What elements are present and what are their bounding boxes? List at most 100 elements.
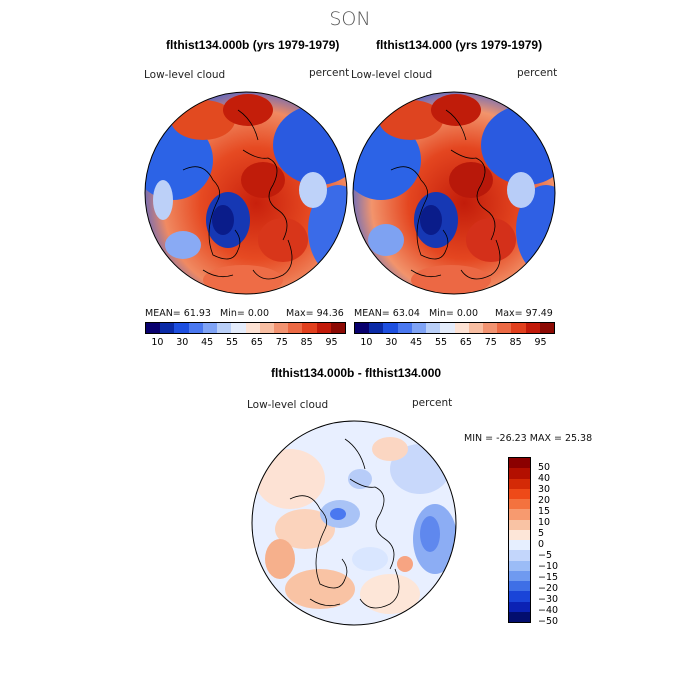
colorbar-swatch (539, 323, 555, 333)
colorbar-tick-label: 30 (538, 484, 551, 496)
colorbar-swatch (509, 570, 530, 581)
colorbar-swatch (383, 323, 398, 333)
colorbar-tick-label: 50 (538, 462, 551, 474)
colorbar-swatch (509, 540, 530, 551)
colorbar-swatch (509, 458, 530, 469)
colorbar-swatch (397, 323, 412, 333)
colorbar-tick-label: 65 (250, 337, 263, 348)
diff-panel-units-label: percent (412, 397, 453, 409)
colorbar-swatch (245, 323, 260, 333)
colorbar-swatch (273, 323, 289, 333)
panel-1-title: flthist134.000b (yrs 1979-1979) (166, 38, 340, 52)
colorbar-tick-label: −15 (538, 572, 559, 584)
colorbar-tick-label: 30 (176, 337, 189, 348)
colorbar-swatch (509, 591, 530, 602)
colorbar-swatch (411, 323, 427, 333)
colorbar-tick-label: 85 (300, 337, 313, 348)
colorbar-tick-label: 40 (538, 473, 551, 485)
colorbar-swatch (355, 323, 370, 333)
colorbar-swatch (482, 323, 498, 333)
colorbar-tick-label: 95 (325, 337, 338, 348)
colorbar-swatch (454, 323, 469, 333)
panel-1-mean: MEAN= 61.93 (145, 308, 211, 319)
colorbar-swatch (509, 468, 530, 479)
panel-1-colorbar (145, 322, 346, 334)
panel-2-variable-label: Low-level cloud (351, 69, 433, 81)
colorbar-swatch (426, 323, 441, 333)
colorbar-tick-label: 30 (385, 337, 398, 348)
panel-2-colorbar-ticks: 10 30 45 55 65 75 85 95 (354, 337, 553, 348)
colorbar-tick-label: 75 (484, 337, 497, 348)
panel-1-max: Max= 94.36 (286, 308, 344, 319)
colorbar-swatch (509, 509, 530, 520)
colorbar-tick-label: 10 (151, 337, 164, 348)
colorbar-swatch (188, 323, 203, 333)
colorbar-tick-label: −50 (538, 616, 559, 628)
colorbar-tick-label: 85 (509, 337, 522, 348)
panel-2-max: Max= 97.49 (495, 308, 553, 319)
colorbar-tick-label: 0 (538, 539, 545, 551)
colorbar-swatch (288, 323, 303, 333)
colorbar-swatch (509, 529, 530, 540)
colorbar-swatch (440, 323, 455, 333)
panel-2-colorbar (354, 322, 555, 334)
colorbar-swatch (174, 323, 189, 333)
colorbar-tick-label: 65 (459, 337, 472, 348)
colorbar-swatch (525, 323, 540, 333)
panel-2-title: flthist134.000 (yrs 1979-1979) (376, 38, 543, 52)
panel-1-units-label: percent (309, 67, 350, 79)
diff-panel-variable-label: Low-level cloud (247, 399, 329, 411)
colorbar-swatch (231, 323, 246, 333)
colorbar-swatch (217, 323, 232, 333)
colorbar-swatch (369, 323, 384, 333)
diff-colorbar-ticks: 50 40 30 20 15 10 5 0 −5 −10 −15 −20 −30 −40 −50 (538, 457, 559, 627)
panel-2-min: Min= 0.00 (429, 308, 478, 319)
colorbar-tick-label: 75 (275, 337, 288, 348)
colorbar-tick-label: 15 (538, 506, 551, 518)
panel-1-min: Min= 0.00 (220, 308, 269, 319)
colorbar-swatch (259, 323, 274, 333)
colorbar-swatch (509, 488, 530, 499)
diff-colorbar (508, 457, 531, 623)
colorbar-tick-label: 45 (201, 337, 214, 348)
diff-panel-minmax: MIN = -26.23 MAX = 25.38 (464, 433, 593, 444)
panel-2-mean: MEAN= 63.04 (354, 308, 420, 319)
colorbar-tick-label: 5 (538, 528, 545, 540)
colorbar-swatch (330, 323, 346, 333)
colorbar-swatch (316, 323, 331, 333)
colorbar-swatch (509, 611, 530, 622)
colorbar-swatch (497, 323, 512, 333)
colorbar-tick-label: −10 (538, 561, 559, 573)
colorbar-swatch (509, 601, 530, 612)
panel-2-units-label: percent (517, 67, 558, 79)
colorbar-tick-label: −30 (538, 594, 559, 606)
colorbar-swatch (509, 519, 530, 530)
colorbar-tick-label: 20 (538, 495, 551, 507)
colorbar-swatch (509, 478, 530, 489)
panel-1-variable-label: Low-level cloud (144, 69, 226, 81)
panel-2-polar-map (352, 91, 556, 295)
colorbar-tick-label: 55 (226, 337, 239, 348)
colorbar-tick-label: −40 (538, 605, 559, 617)
colorbar-swatch (509, 560, 530, 571)
figure-title: SON (329, 8, 371, 30)
colorbar-tick-label: 10 (360, 337, 373, 348)
colorbar-tick-label: 45 (410, 337, 423, 348)
diff-panel-title: flthist134.000b - flthist134.000 (271, 366, 442, 380)
colorbar-swatch (511, 323, 526, 333)
colorbar-swatch (509, 581, 530, 592)
diff-panel-polar-map (251, 420, 457, 626)
colorbar-tick-label: −20 (538, 583, 559, 595)
colorbar-swatch (160, 323, 175, 333)
colorbar-tick-label: −5 (538, 550, 553, 562)
panel-1-polar-map (144, 91, 348, 295)
colorbar-swatch (509, 499, 530, 510)
colorbar-swatch (468, 323, 483, 333)
colorbar-tick-label: 55 (435, 337, 448, 348)
colorbar-swatch (146, 323, 161, 333)
colorbar-swatch (202, 323, 218, 333)
panel-1-colorbar-ticks: 10 30 45 55 65 75 85 95 (145, 337, 344, 348)
colorbar-swatch (302, 323, 317, 333)
colorbar-tick-label: 10 (538, 517, 551, 529)
colorbar-swatch (509, 550, 530, 561)
